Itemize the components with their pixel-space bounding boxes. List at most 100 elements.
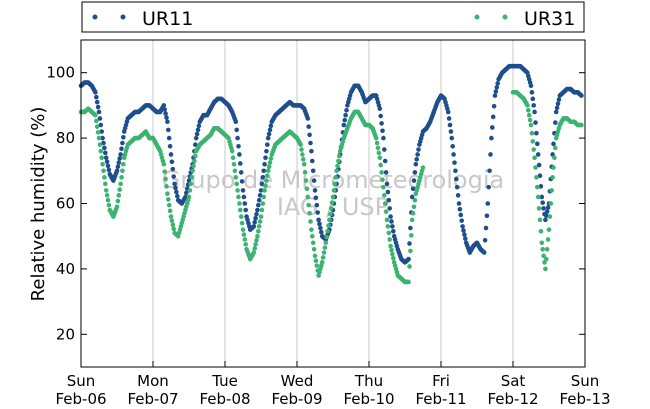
point-UR11-127 xyxy=(535,152,541,157)
point-UR11-64-1 xyxy=(310,158,315,164)
point-UR11-6-1 xyxy=(101,140,106,146)
legend-label-ur31: UR31 xyxy=(524,8,575,30)
point-UR11-105-2 xyxy=(458,212,464,218)
point-UR11-52 xyxy=(265,135,271,141)
point-UR11-32-3 xyxy=(196,123,202,129)
point-UR31-49-2 xyxy=(256,224,262,229)
point-UR11-128-1 xyxy=(540,200,545,205)
point-UR31-late-5-1 xyxy=(529,130,535,136)
point-UR11-132-1 xyxy=(554,105,560,111)
point-UR11-23-1 xyxy=(162,107,167,112)
point-UR11-65-3 xyxy=(315,210,321,215)
point-UR31-50-2 xyxy=(260,201,266,206)
point-UR31-51 xyxy=(262,188,267,193)
point-UR11-113-2 xyxy=(487,168,492,174)
point-UR31-late-10-2 xyxy=(548,201,554,206)
point-UR11-125-3 xyxy=(531,103,536,108)
point-UR11-11-2 xyxy=(120,140,125,146)
point-UR31-61-2 xyxy=(300,152,305,157)
point-UR11-132-2 xyxy=(555,101,561,107)
point-UR11-104-3 xyxy=(455,193,461,198)
point-UR31-62-3 xyxy=(304,186,310,192)
point-UR31-42-1 xyxy=(230,155,236,161)
point-UR11-86-2 xyxy=(390,224,395,229)
point-UR11-7-2 xyxy=(105,163,111,169)
point-UR11-85-3 xyxy=(387,206,393,211)
legend-marker-ur31-a xyxy=(474,14,480,20)
point-UR31-43-1 xyxy=(234,181,239,187)
point-UR31-5-2 xyxy=(98,148,104,154)
point-UR31-late-10-3 xyxy=(549,188,554,193)
point-UR31-83-1 xyxy=(378,162,384,168)
point-UR11-51 xyxy=(262,161,267,167)
point-UR11-73 xyxy=(341,122,347,128)
point-UR11-7-3 xyxy=(106,167,112,173)
point-UR31-late-9-1 xyxy=(544,256,549,262)
point-UR31-43 xyxy=(233,175,239,180)
point-UR31-late-10-1 xyxy=(547,214,553,219)
point-UR31-late-19 xyxy=(579,122,584,128)
point-UR31-late-8-1 xyxy=(540,246,545,252)
point-UR31-10-3 xyxy=(117,187,122,192)
point-UR11-10 xyxy=(114,168,120,174)
point-UR11-103-1 xyxy=(450,143,456,149)
point-UR11-43-3 xyxy=(236,143,241,149)
point-UR11-10-2 xyxy=(116,160,122,165)
point-UR11-114-3 xyxy=(491,103,497,109)
point-UR31-49 xyxy=(255,233,260,239)
point-UR11-112 xyxy=(481,250,487,255)
x-tick-day-0: Sun xyxy=(67,372,96,390)
point-UR31-late-9-2 xyxy=(544,246,550,252)
point-UR31-83-2 xyxy=(379,170,384,175)
point-UR11-65-1 xyxy=(313,195,319,201)
point-UR31-95 xyxy=(420,165,426,170)
point-UR31-71-2 xyxy=(336,158,341,164)
point-UR31-31-1 xyxy=(191,163,196,169)
point-UR31-61-1 xyxy=(299,147,304,152)
point-UR11-6-2 xyxy=(102,145,107,151)
point-UR11-73-3 xyxy=(344,108,349,113)
point-UR11-85 xyxy=(384,181,390,187)
point-UR11-114-2 xyxy=(490,114,496,120)
point-UR31-52-2 xyxy=(267,160,273,165)
point-UR11-43-1 xyxy=(234,127,239,133)
y-axis-label: Relative humidity (%) xyxy=(28,107,49,302)
point-UR31-85 xyxy=(384,217,390,223)
point-UR11-64 xyxy=(309,148,314,154)
point-UR31-late-5-2 xyxy=(530,139,536,144)
point-UR31-82 xyxy=(373,135,379,141)
point-UR11-84-3 xyxy=(383,170,389,175)
point-UR11-45-1 xyxy=(241,194,247,200)
point-UR11-103 xyxy=(449,135,455,141)
point-UR11-91-1 xyxy=(407,241,412,246)
point-UR11-23-2 xyxy=(163,111,168,116)
point-UR11-125-1 xyxy=(529,90,535,95)
point-UR11-73-1 xyxy=(342,117,348,123)
point-UR11-65-2 xyxy=(314,202,320,208)
x-tick-date-6: Feb-12 xyxy=(487,390,538,408)
point-UR31-25-1 xyxy=(169,218,175,223)
point-UR31-10 xyxy=(114,204,120,210)
point-UR31-late-4-1 xyxy=(526,108,531,113)
y-axis-ticks: 20 40 60 80 100 xyxy=(46,64,585,343)
point-UR31-51-3 xyxy=(265,173,270,179)
point-UR31-63-1 xyxy=(306,202,312,208)
point-UR31-64-3 xyxy=(311,246,317,252)
point-UR11-139 xyxy=(579,93,584,98)
point-UR11-5-2 xyxy=(98,122,104,128)
legend-label-ur11: UR11 xyxy=(142,8,193,30)
point-UR31-68-1 xyxy=(324,234,330,240)
point-UR11-66-1 xyxy=(317,221,322,227)
point-UR11-126-2 xyxy=(534,130,539,136)
data-points xyxy=(78,63,584,285)
x-tick-date-2: Feb-08 xyxy=(199,390,250,408)
point-UR31-70-3 xyxy=(333,175,339,180)
point-UR11-102 xyxy=(445,109,451,115)
point-UR11-63-1 xyxy=(306,124,312,129)
point-UR31-85-2 xyxy=(386,230,392,236)
point-UR31-24-2 xyxy=(166,202,172,208)
point-UR11-112-2 xyxy=(483,225,489,231)
point-UR31-25 xyxy=(168,214,174,219)
point-UR11-49-1 xyxy=(255,202,261,208)
point-UR31-62 xyxy=(301,161,307,167)
